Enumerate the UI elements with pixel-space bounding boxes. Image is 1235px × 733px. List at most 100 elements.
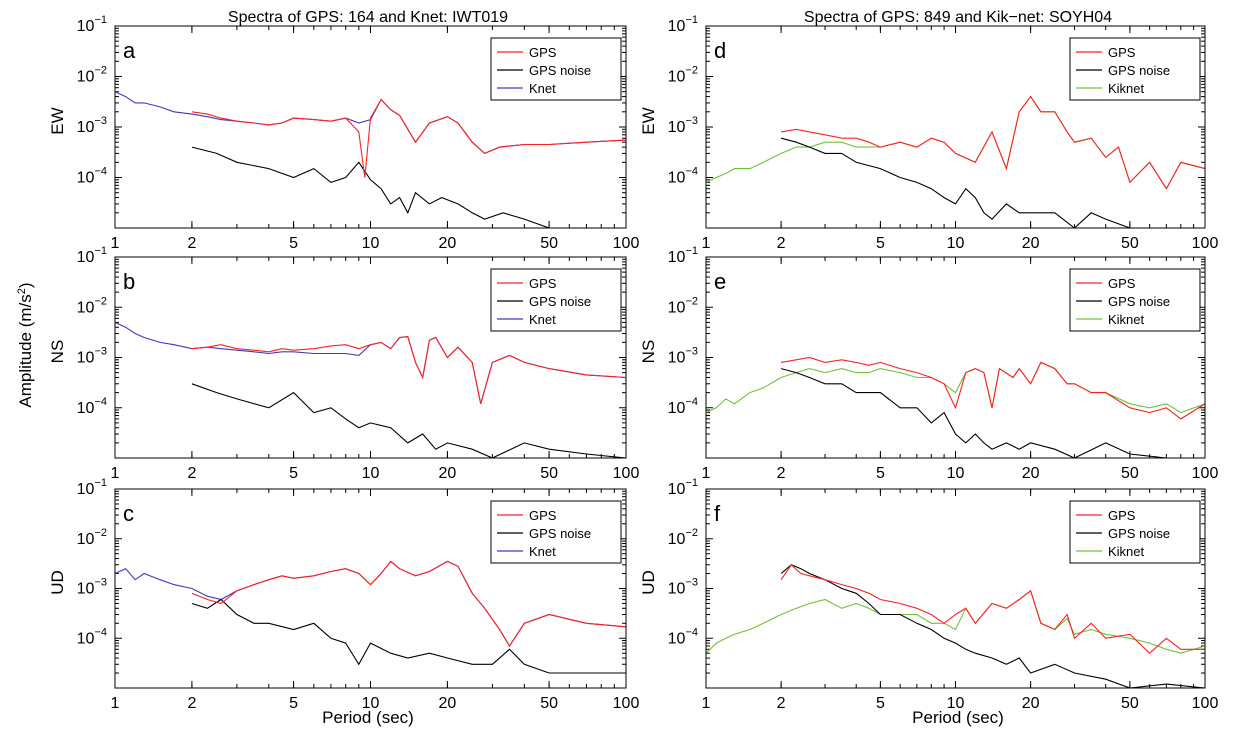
panel-frame <box>705 256 1206 459</box>
legend-label: GPS noise <box>529 526 591 541</box>
y-tick-exponent: −2 <box>94 295 107 307</box>
y-tick-base: 10 <box>77 531 95 548</box>
panel-letter: c <box>123 501 134 526</box>
y-tick-exponent: −4 <box>685 396 698 408</box>
y-tick-base: 10 <box>77 18 95 35</box>
series-line-knet <box>115 321 626 404</box>
legend-label: GPS <box>1108 45 1136 60</box>
y-tick-exponent: −1 <box>685 477 698 489</box>
x-tick-label: 50 <box>540 235 558 252</box>
y-tick-label: 10−2 <box>77 527 107 548</box>
y-tick-base: 10 <box>668 350 686 367</box>
y-tick-exponent: −3 <box>685 115 698 127</box>
y-tick-exponent: −4 <box>94 396 107 408</box>
y-tick-base: 10 <box>77 69 95 86</box>
legend-label: Kiknet <box>1108 81 1145 96</box>
x-tick-label: 10 <box>947 695 965 712</box>
y-tick-exponent: −3 <box>685 577 698 589</box>
series-line-gps-noise <box>780 564 1205 688</box>
y-tick-exponent: −3 <box>685 346 698 358</box>
y-axis-label: Amplitude (m/s2) <box>16 282 35 407</box>
x-tick-label: 5 <box>876 235 885 252</box>
panel-frame <box>114 488 627 689</box>
panel-letter: e <box>714 269 726 294</box>
series-group <box>115 91 626 228</box>
series-line-kiknet <box>706 589 1205 654</box>
y-tick-base: 10 <box>668 400 686 417</box>
y-tick-base: 10 <box>77 119 95 136</box>
x-tick-label: 1 <box>702 695 711 712</box>
x-tick-label: 5 <box>289 695 298 712</box>
y-tick-base: 10 <box>668 531 686 548</box>
legend-label: Knet <box>529 312 556 327</box>
x-tick-label: 50 <box>540 695 558 712</box>
y-tick-label: 10−1 <box>77 477 107 498</box>
y-tick-exponent: −3 <box>94 577 107 589</box>
y-tick-base: 10 <box>668 481 686 498</box>
x-tick-label: 20 <box>1022 235 1040 252</box>
x-tick-label: 2 <box>187 695 196 712</box>
legend-label: GPS noise <box>1108 63 1170 78</box>
y-tick-label: 10−1 <box>668 477 698 498</box>
legend: GPS GPS noise Kiknet <box>1069 37 1201 101</box>
y-tick-exponent: −3 <box>94 346 107 358</box>
panel-letter: b <box>123 269 135 294</box>
y-tick-label: 10−2 <box>668 527 698 548</box>
legend-label: Kiknet <box>1108 312 1145 327</box>
y-tick-label: 10−4 <box>77 396 107 417</box>
panel-letter: f <box>714 501 721 526</box>
y-tick-base: 10 <box>77 481 95 498</box>
y-tick-base: 10 <box>77 581 95 598</box>
y-axis-label-tail: ) <box>16 282 35 288</box>
legend-label: GPS noise <box>529 63 591 78</box>
legend-label: Kiknet <box>1108 544 1145 559</box>
legend-label: GPS <box>529 508 557 523</box>
y-tick-exponent: −4 <box>94 626 107 638</box>
y-tick-label: 10−2 <box>668 65 698 86</box>
y-tick-label: 10−4 <box>668 396 698 417</box>
y-tick-label: 10−3 <box>668 577 698 598</box>
component-label: UD <box>48 570 67 595</box>
series-line-gps-noise <box>780 368 1205 458</box>
column-title-left: Spectra of GPS: 164 and Knet: IWT019 <box>228 9 508 26</box>
x-tick-label: 50 <box>1121 235 1139 252</box>
x-tick-label: 20 <box>439 235 457 252</box>
x-tick-label: 10 <box>362 695 380 712</box>
x-tick-label: 50 <box>1121 465 1139 482</box>
panel-frame <box>705 488 1206 689</box>
series-group <box>706 563 1205 688</box>
legend-label: GPS noise <box>529 294 591 309</box>
component-label: UD <box>639 570 658 595</box>
x-tick-label: 100 <box>613 695 640 712</box>
x-tick-label: 5 <box>289 235 298 252</box>
x-tick-label: 10 <box>362 465 380 482</box>
column-title-right: Spectra of GPS: 849 and Kik−net: SOYH04 <box>804 9 1112 26</box>
series-line-gps <box>191 98 626 178</box>
y-tick-label: 10−3 <box>668 115 698 136</box>
y-tick-base: 10 <box>668 299 686 316</box>
x-tick-label: 1 <box>111 695 120 712</box>
series-group <box>115 321 626 458</box>
y-tick-base: 10 <box>77 400 95 417</box>
y-tick-base: 10 <box>77 170 95 187</box>
x-tick-label: 10 <box>947 465 965 482</box>
y-tick-label: 10−2 <box>77 65 107 86</box>
y-tick-base: 10 <box>668 581 686 598</box>
y-tick-exponent: −1 <box>685 14 698 26</box>
y-tick-base: 10 <box>77 350 95 367</box>
legend-label: GPS <box>1108 508 1136 523</box>
y-tick-exponent: −1 <box>94 477 107 489</box>
legend-box <box>490 500 622 564</box>
y-tick-label: 10−3 <box>668 346 698 367</box>
series-group <box>706 356 1205 458</box>
x-tick-label: 10 <box>362 235 380 252</box>
y-tick-base: 10 <box>668 630 686 647</box>
x-tick-label: 20 <box>1022 695 1040 712</box>
y-tick-exponent: −4 <box>685 166 698 178</box>
series-line-kiknet <box>706 95 1205 190</box>
y-tick-label: 10−1 <box>668 245 698 266</box>
